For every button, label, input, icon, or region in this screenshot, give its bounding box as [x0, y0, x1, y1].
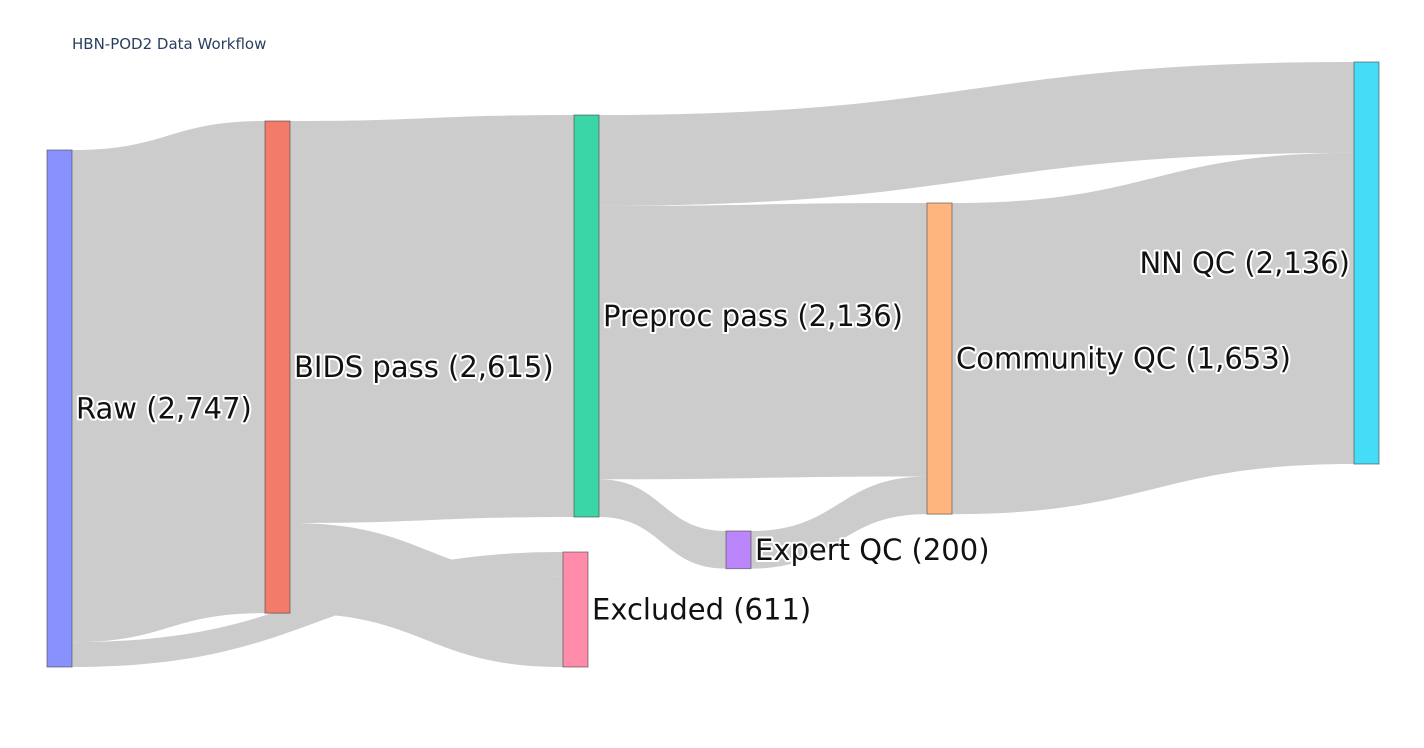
link-preproc-to-community[interactable]: [599, 203, 927, 480]
node-label-raw: Raw (2,747): [76, 392, 252, 426]
node-preproc[interactable]: [573, 114, 600, 518]
node-community[interactable]: [926, 202, 953, 515]
link-preproc-to-nn[interactable]: [599, 62, 1354, 206]
node-expert[interactable]: [725, 530, 752, 570]
node-label-expert: Expert QC (200): [755, 533, 990, 567]
node-bids[interactable]: [264, 120, 291, 614]
node-excluded[interactable]: [562, 551, 589, 668]
node-label-nn: NN QC (2,136): [1139, 246, 1350, 280]
link-expert-to-community[interactable]: [751, 476, 927, 569]
nodes-layer: [46, 61, 1380, 668]
link-community-to-nn[interactable]: [952, 152, 1354, 515]
chart-title: HBN-POD2 Data Workflow: [72, 35, 266, 53]
links-layer: [72, 62, 1354, 667]
node-label-preproc: Preproc pass (2,136): [603, 299, 903, 333]
labels-layer: Raw (2,747) BIDS pass (2,615) Preproc pass…: [74, 244, 1352, 628]
node-label-community: Community QC (1,653): [956, 342, 1291, 376]
link-bids-to-excluded[interactable]: [290, 523, 563, 667]
node-raw[interactable]: [46, 149, 73, 668]
node-nn[interactable]: [1353, 61, 1380, 465]
node-label-excluded: Excluded (611): [592, 592, 811, 626]
node-label-bids: BIDS pass (2,615): [294, 350, 554, 384]
link-preproc-to-expert[interactable]: [599, 479, 726, 569]
link-raw-to-bids[interactable]: [72, 121, 265, 643]
link-bids-to-preproc[interactable]: [290, 115, 574, 524]
